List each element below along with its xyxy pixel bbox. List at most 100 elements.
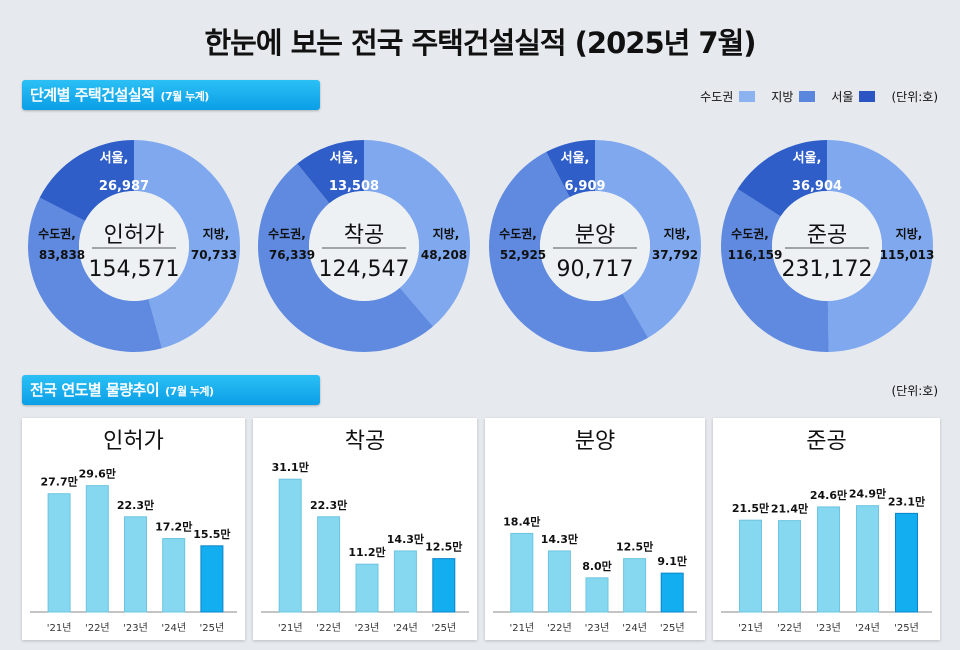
value-jibang: 70,733 [191, 248, 237, 262]
legend-swatch-sudo [739, 91, 756, 102]
bar-value-label: 15.5만 [193, 527, 230, 541]
bar-value-label: 21.4만 [771, 502, 808, 516]
donut-total: 124,547 [319, 257, 410, 282]
donut-total: 154,571 [89, 257, 180, 282]
donut-title: 착공 [344, 223, 384, 248]
donut-slice-sudo [720, 188, 829, 353]
bar-value-label: 14.3만 [541, 532, 578, 546]
donut-total: 90,717 [557, 257, 634, 282]
label-jibang: 지방, [433, 226, 460, 241]
value-sudo: 116,159 [728, 248, 783, 262]
x-tick-label: '24년 [855, 622, 880, 634]
value-seoul: 26,987 [99, 179, 149, 194]
label-jibang: 지방, [203, 226, 230, 241]
section-label: 전국 연도별 물량추이 [30, 381, 160, 399]
bar [660, 572, 684, 613]
value-sudo: 76,339 [269, 248, 315, 262]
label-jibang: 지방, [896, 226, 923, 241]
label-seoul: 서울, [330, 150, 359, 166]
bar-value-label: 29.6만 [79, 467, 116, 481]
label-sudo: 수도권, [499, 227, 537, 241]
bar-value-label: 23.1만 [888, 494, 925, 508]
x-tick-label: '22년 [316, 622, 341, 634]
bar [856, 505, 879, 613]
legend-label-seoul: 서울 [831, 90, 854, 104]
bar [510, 532, 534, 613]
bar-value-label: 24.9만 [849, 487, 886, 501]
bar-panel-title: 준공 [806, 429, 846, 454]
x-tick-label: '22년 [777, 622, 802, 634]
legend-label-sudo: 수도권 [700, 90, 734, 104]
legend-unit: (단위:호) [891, 90, 938, 104]
label-sudo: 수도권, [268, 227, 306, 241]
x-tick-label: '25년 [200, 622, 225, 634]
value-seoul: 13,508 [329, 179, 379, 194]
bar-value-label: 27.7만 [40, 475, 77, 489]
bar [817, 506, 840, 613]
value-jibang: 115,013 [880, 248, 935, 262]
x-tick-label: '24년 [622, 622, 647, 634]
x-tick-label: '22년 [547, 622, 572, 634]
bar-value-label: 24.6만 [810, 488, 847, 502]
donut-total: 231,172 [782, 257, 873, 282]
bar [623, 558, 647, 613]
bar [200, 545, 224, 613]
bar-value-label: 31.1만 [272, 460, 309, 474]
x-tick-label: '23년 [355, 622, 380, 634]
donut-slice-sudo [258, 163, 434, 352]
donut-slice-seoul [737, 140, 827, 217]
donut-slice-seoul [297, 140, 364, 204]
unit-label: (단위:호) [891, 384, 938, 398]
value-seoul: 36,904 [792, 179, 842, 194]
bar [778, 520, 801, 613]
bar [355, 563, 379, 613]
label-seoul: 서울, [100, 150, 129, 166]
legend: 수도권 지방 서울 (단위:호) [700, 88, 938, 105]
x-tick-label: '21년 [509, 622, 534, 634]
x-tick-label: '23년 [816, 622, 841, 634]
bar [432, 558, 456, 613]
label-sudo: 수도권, [731, 227, 769, 241]
bar [278, 478, 302, 613]
bar [739, 519, 762, 613]
page-title: 한눈에 보는 전국 주택건설실적 (2025년 7월) [204, 26, 756, 60]
donut-center [309, 191, 419, 301]
x-tick-label: '21년 [738, 622, 763, 634]
bar [547, 550, 571, 613]
value-sudo: 83,838 [39, 248, 85, 262]
x-tick-label: '22년 [85, 622, 110, 634]
bar-value-label: 14.3만 [387, 532, 424, 546]
value-seoul: 6,909 [564, 179, 605, 194]
legend-label-jibang: 지방 [771, 90, 794, 104]
value-jibang: 48,208 [421, 248, 467, 262]
x-tick-label: '21년 [278, 622, 303, 634]
x-tick-label: '25년 [431, 622, 456, 634]
value-sudo: 52,925 [500, 248, 546, 262]
value-jibang: 37,792 [652, 248, 698, 262]
donut-center [79, 191, 189, 301]
label-jibang: 지방, [664, 226, 691, 241]
donut-center [540, 191, 650, 301]
x-tick-label: '21년 [47, 622, 72, 634]
x-tick-label: '25년 [660, 622, 685, 634]
bar [317, 516, 341, 613]
donut-slice-jibang [595, 140, 701, 338]
x-tick-label: '23년 [585, 622, 610, 634]
bar [162, 538, 186, 613]
bar [85, 485, 109, 613]
donut-slice-seoul [39, 140, 134, 221]
section-label: 단계별 주택건설실적 [30, 86, 155, 104]
bar [585, 577, 609, 613]
label-sudo: 수도권, [38, 227, 76, 241]
donut-slice-jibang [134, 140, 240, 349]
bar-panel-title: 인허가 [103, 429, 164, 454]
section-sub: (7월 누계) [165, 385, 214, 398]
bar-value-label: 17.2만 [155, 520, 192, 534]
section-header-yearly: 전국 연도별 물량추이 (7월 누계) [22, 375, 320, 405]
bar [393, 550, 417, 613]
bar-value-label: 22.3만 [117, 498, 154, 512]
donut-title: 인허가 [104, 223, 165, 248]
bar-value-label: 9.1만 [657, 554, 687, 568]
section-sub: (7월 누계) [160, 90, 209, 103]
